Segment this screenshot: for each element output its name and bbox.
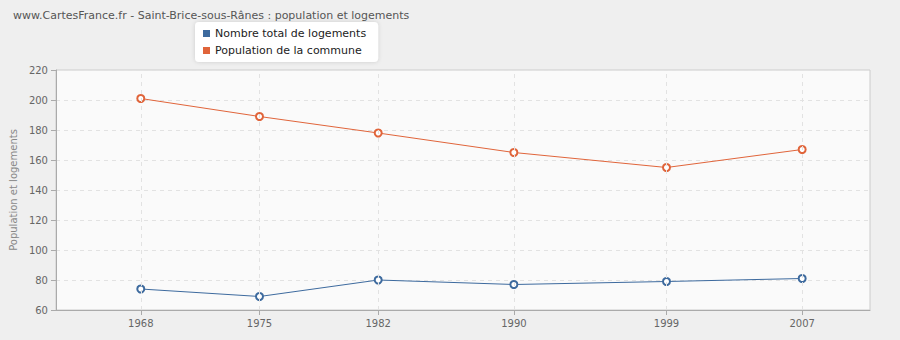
svg-text:60: 60 bbox=[35, 305, 48, 316]
svg-text:1982: 1982 bbox=[365, 318, 390, 329]
svg-text:1999: 1999 bbox=[654, 318, 679, 329]
svg-text:1990: 1990 bbox=[501, 318, 526, 329]
svg-text:180: 180 bbox=[29, 125, 48, 136]
svg-text:120: 120 bbox=[29, 215, 48, 226]
svg-text:1975: 1975 bbox=[247, 318, 272, 329]
svg-text:Population de la commune: Population de la commune bbox=[215, 44, 362, 57]
svg-text:2007: 2007 bbox=[789, 318, 814, 329]
svg-text:220: 220 bbox=[29, 65, 48, 76]
svg-text:1968: 1968 bbox=[128, 318, 153, 329]
svg-text:160: 160 bbox=[29, 155, 48, 166]
svg-text:www.CartesFrance.fr - Saint-Br: www.CartesFrance.fr - Saint-Brice-sous-R… bbox=[13, 9, 410, 22]
svg-text:140: 140 bbox=[29, 185, 48, 196]
svg-text:100: 100 bbox=[29, 245, 48, 256]
svg-text:Population et logements: Population et logements bbox=[8, 129, 19, 251]
svg-text:Nombre total de logements: Nombre total de logements bbox=[215, 27, 366, 40]
svg-text:80: 80 bbox=[35, 275, 48, 286]
svg-text:200: 200 bbox=[29, 95, 48, 106]
